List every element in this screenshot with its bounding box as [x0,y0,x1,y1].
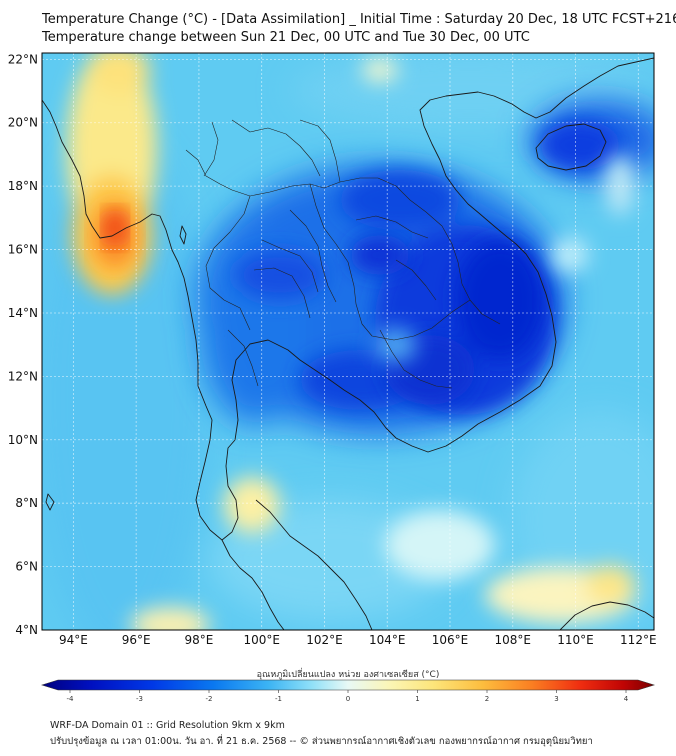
country-borders [185,119,501,389]
lon-label: 94°E [59,633,88,647]
chart-subtitle: Temperature change between Sun 21 Dec, 0… [42,30,530,45]
lat-label: 12°N [8,369,38,383]
lat-label: 22°N [8,52,38,66]
colorbar-tick-label: 4 [624,695,629,703]
map-frame [41,52,655,631]
colorbar-label: อุณหภูมิเปลี่ยนแปลง หน่วย องศาเซลเซียส (… [257,667,440,680]
colorbar-tick-label: 1 [415,695,419,703]
lat-label: 16°N [8,243,38,257]
footer-model-info: WRF-DA Domain 01 :: Grid Resolution 9km … [50,720,285,731]
lat-label: 8°N [15,496,38,510]
colorbar-tick-label: -2 [206,695,213,703]
lon-label: 102°E [306,633,343,647]
colorbar-tick-label: 0 [346,695,350,703]
colorbar-ticks: -4 -3 -2 -1 0 1 2 3 4 [67,690,629,703]
lat-label: 18°N [8,179,38,193]
colorbar-tick-label: -4 [67,695,75,703]
colorbar [40,679,656,691]
graticule [42,53,654,630]
latitude-labels: 22°N 20°N 18°N 16°N 14°N 12°N 10°N 8°N 6°N 4°N [8,52,38,637]
chart-title: Temperature Change (°C) - [Data Assimila… [42,12,676,27]
coastlines [42,57,654,630]
colorbar-tick-label: -3 [136,695,143,703]
longitude-labels: 94°E 96°E 98°E 100°E 102°E 104°E 106°E 108°E 110… [59,633,657,647]
lat-label: 10°N [8,433,38,447]
lat-label: 6°N [15,560,38,574]
temperature-change-map: 22°N 20°N 18°N 16°N 14°N 12°N 10°N 8°N 6°N 4°N 94… [8,52,657,703]
lon-label: 98°E [184,633,213,647]
lon-label: 106°E [432,633,469,647]
lat-label: 20°N [8,116,38,130]
lat-label: 4°N [15,623,38,637]
lon-label: 110°E [557,633,594,647]
lon-label: 112°E [620,633,657,647]
lon-label: 96°E [122,633,151,647]
colorbar-tick-label: -1 [275,695,282,703]
lat-label: 14°N [8,306,38,320]
colorbar-tick-label: 3 [554,695,558,703]
colorbar-tick-label: 2 [485,695,489,703]
lon-label: 108°E [495,633,532,647]
temperature-field [42,53,654,630]
lon-label: 104°E [369,633,406,647]
lon-label: 100°E [243,633,280,647]
footer-credit: ปรับปรุงข้อมูล ณ เวลา 01:00น. วัน อา. ที… [50,736,593,747]
